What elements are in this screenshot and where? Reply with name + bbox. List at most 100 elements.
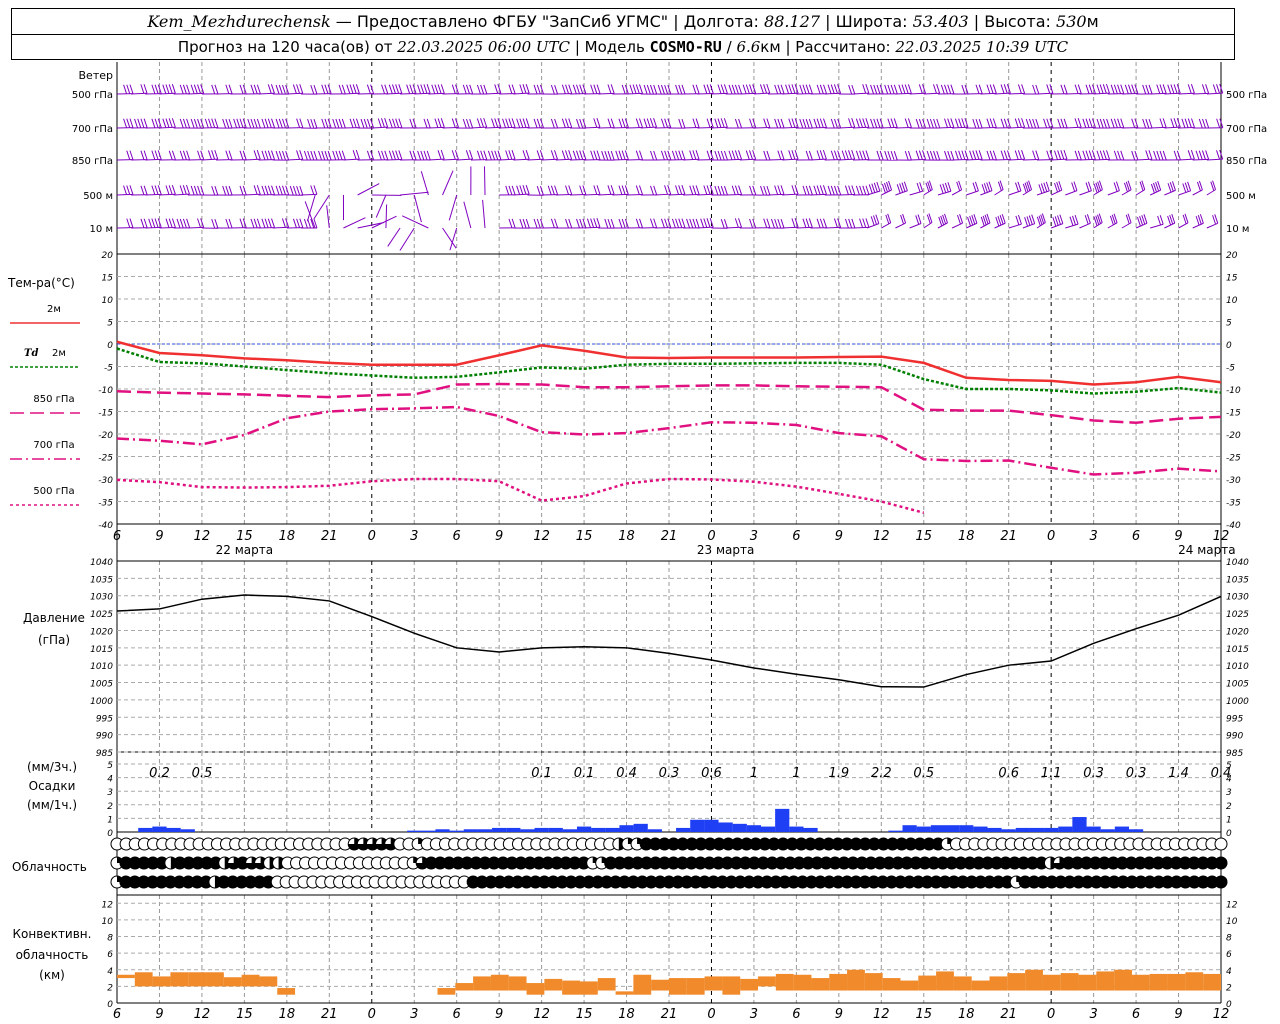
- time-tick: 9: [1174, 529, 1182, 544]
- wind-barb: [1192, 222, 1204, 229]
- wind-barb-feather: [593, 150, 598, 160]
- wind-level-label-right: 850 гПа: [1226, 156, 1267, 167]
- wind-barb: [272, 226, 289, 229]
- wind-barb-feather: [819, 150, 824, 160]
- wind-barb-feather: [607, 218, 612, 229]
- wind-barb-feather: [816, 118, 821, 128]
- wind-barb-feather: [1096, 150, 1101, 160]
- wind-barb-feather: [1162, 84, 1167, 94]
- wind-barb-feather: [1110, 118, 1115, 129]
- wind-barb-feather: [129, 118, 134, 128]
- wind-barb: [697, 193, 714, 196]
- wind-barb-feather: [239, 118, 244, 128]
- wind-barb: [626, 126, 643, 129]
- wind-barb-feather: [168, 218, 173, 228]
- wind-barb-feather: [1113, 84, 1118, 94]
- conv-tick: 2: [107, 983, 113, 993]
- wind-barb-feather: [1091, 150, 1096, 160]
- temp-tick: -35: [98, 499, 113, 509]
- wind-barb-feather: [352, 84, 357, 94]
- wind-barb-feather: [554, 85, 559, 95]
- temp-tick-right: -30: [1226, 476, 1241, 486]
- wind-barb-feather: [1017, 214, 1022, 225]
- precip-total: 0.2: [149, 766, 170, 781]
- wind-barb-feather: [961, 84, 966, 95]
- wind-barb-feather: [841, 150, 846, 160]
- wind-barb-feather: [1026, 181, 1031, 191]
- wind-barb-feather: [440, 84, 445, 94]
- wind-barb-feather: [956, 181, 961, 192]
- wind-barb-feather: [925, 182, 930, 192]
- wind-barb-feather: [239, 218, 244, 228]
- wind-barb-feather: [247, 118, 252, 129]
- wind-barb: [173, 193, 190, 196]
- wind-barb-feather: [794, 84, 799, 94]
- wind-barb-feather: [171, 84, 176, 94]
- pressure-tick: 1025: [90, 610, 113, 620]
- conv-bar: [1114, 969, 1132, 991]
- wind-barb-feather: [717, 118, 722, 128]
- wind-barb-feather: [140, 118, 145, 128]
- wind-barb-feather: [1072, 215, 1076, 226]
- precip-bar: [775, 808, 790, 832]
- wind-barb-feather: [561, 150, 566, 160]
- cloud-fill: [348, 838, 361, 850]
- wind-barb-feather: [667, 84, 672, 95]
- precip-bar: [138, 827, 153, 832]
- wind-barb-feather: [123, 84, 128, 94]
- temp-tick-right: 0: [1226, 341, 1232, 351]
- wind-barb-feather: [250, 84, 255, 94]
- precip-tick-right: 5: [1226, 761, 1232, 771]
- time-tick-bottom: 15: [915, 1007, 932, 1022]
- wind-barb-feather: [349, 84, 354, 94]
- wind-barb-feather: [1120, 150, 1125, 160]
- wind-barb-feather: [664, 150, 669, 160]
- wind-barb: [413, 194, 422, 223]
- pressure-tick-right: 1020: [1226, 627, 1249, 637]
- wind-barb-feather: [1187, 181, 1192, 191]
- wind-barb-feather: [848, 118, 853, 128]
- cloudiness-title: Облачность: [12, 860, 87, 874]
- wind-barb-feather: [214, 118, 219, 128]
- conv-bar: [579, 981, 598, 995]
- wind-barb-feather: [1006, 84, 1011, 94]
- wind-barb-feather: [928, 180, 933, 190]
- precip-total: 1.4: [1168, 766, 1189, 781]
- wind-barb-feather: [554, 118, 559, 129]
- wind-barb-feather: [352, 118, 357, 128]
- wind-barb-feather: [653, 118, 658, 128]
- wind-barb: [1206, 92, 1223, 95]
- wind-barb-feather: [440, 118, 445, 128]
- wind-barb-feather: [225, 84, 230, 94]
- wind-barb-feather: [675, 185, 680, 195]
- wind-barb-feather: [1195, 215, 1200, 226]
- wind-barb-feather: [794, 149, 799, 160]
- wind-barb: [753, 126, 770, 129]
- wind-barb-feather: [635, 84, 640, 94]
- precip-total: 0.3: [1083, 766, 1104, 781]
- wind-barb-feather: [550, 185, 555, 195]
- wind-barb-feather: [264, 150, 269, 160]
- wind-barb: [286, 92, 303, 95]
- wind-barb-feather: [381, 150, 386, 161]
- precip-bar: [690, 819, 705, 832]
- wind-barb-feather: [1187, 84, 1192, 94]
- wind-barb-feather: [876, 181, 881, 192]
- wind-barb-feather: [126, 185, 131, 195]
- wind-barb-feather: [451, 84, 456, 94]
- wind-barb-feather: [193, 84, 198, 94]
- time-tick-bottom: 6: [453, 1007, 461, 1022]
- wind-barb: [867, 190, 881, 196]
- wind-barb-feather: [1202, 118, 1206, 129]
- time-tick-bottom: 12: [194, 1007, 211, 1022]
- wind-barb-feather: [190, 185, 195, 196]
- wind-barb-feather: [455, 84, 459, 94]
- wind-barb-feather: [296, 185, 301, 196]
- wind-barb-feather: [734, 84, 739, 95]
- wind-barb-feather: [681, 84, 686, 95]
- wind-barb-feather: [1120, 118, 1125, 128]
- wind-level-label: 10 м: [90, 224, 113, 235]
- wind-barb-feather: [1205, 84, 1210, 94]
- wind-barb-feather: [278, 118, 283, 129]
- wind-barb-feather: [639, 150, 643, 160]
